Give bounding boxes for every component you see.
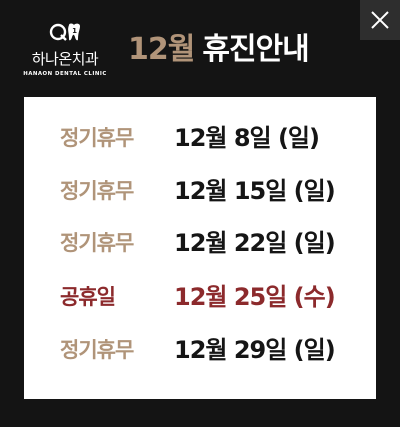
closure-date: 12월 29일 (일) [174,336,336,364]
closure-date: 12월 25일 (수) [174,283,336,311]
close-icon [371,11,389,29]
clinic-subtitle: HANAON DENTAL CLINIC [23,71,107,77]
title-text: 휴진안내 [202,32,309,67]
title-month: 12월 [128,32,195,67]
schedule-row: 정기휴무 12월 22일 (일) [24,223,376,263]
closure-type: 정기휴무 [60,126,134,150]
closure-date: 12월 8일 (일) [174,124,320,152]
closure-date: 12월 22일 (일) [174,229,336,257]
schedule-card: 정기휴무 12월 8일 (일) 정기휴무 12월 15일 (일) 정기휴무 12… [24,97,376,399]
schedule-row: 정기휴무 12월 29일 (일) [24,330,376,370]
closure-date: 12월 15일 (일) [174,177,336,205]
svg-text:1: 1 [72,27,77,35]
tooth-logo-icon: 1 [49,23,80,41]
popup-title: 12월 휴진안내 [128,28,310,72]
clinic-logo: 1 하나온치과 HANAON DENTAL CLINIC [22,22,108,82]
clinic-name: 하나온치과 [31,50,99,68]
schedule-row-holiday: 공휴일 12월 25일 (수) [24,277,376,317]
closure-type: 정기휴무 [60,179,134,203]
closure-type: 정기휴무 [60,231,134,255]
schedule-row: 정기휴무 12월 15일 (일) [24,171,376,211]
closure-type: 공휴일 [60,285,116,309]
schedule-row: 정기휴무 12월 8일 (일) [24,118,376,158]
closure-type: 정기휴무 [60,338,134,362]
close-button[interactable] [360,0,400,40]
